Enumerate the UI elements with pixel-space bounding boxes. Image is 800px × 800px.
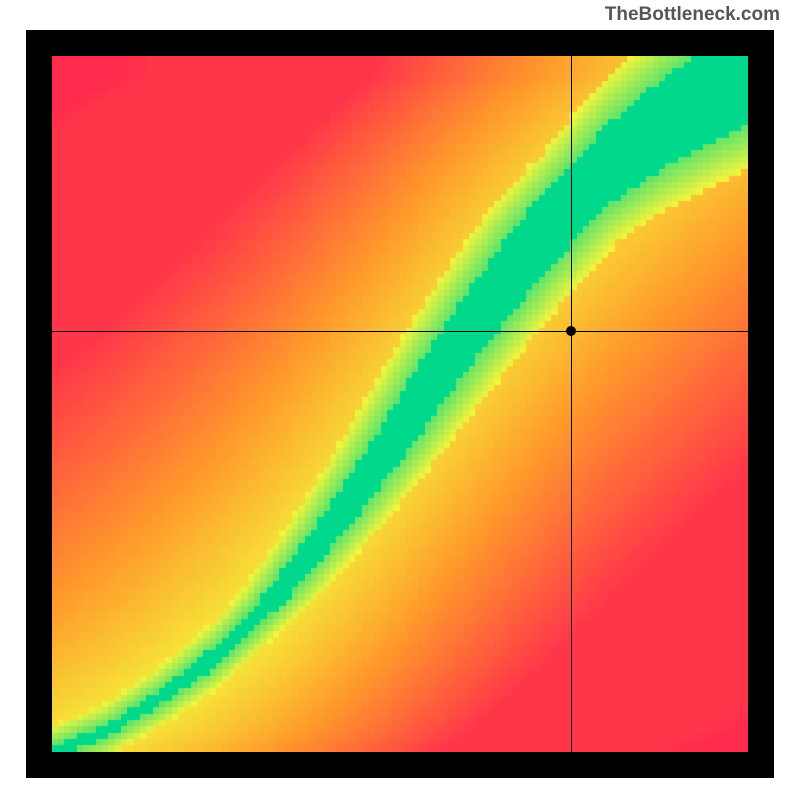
crosshair-horizontal	[52, 331, 748, 332]
heatmap-canvas	[52, 56, 748, 752]
watermark-text: TheBottleneck.com	[605, 4, 780, 26]
chart-container: TheBottleneck.com	[0, 0, 800, 800]
crosshair-marker	[566, 326, 576, 336]
crosshair-vertical	[571, 56, 572, 752]
